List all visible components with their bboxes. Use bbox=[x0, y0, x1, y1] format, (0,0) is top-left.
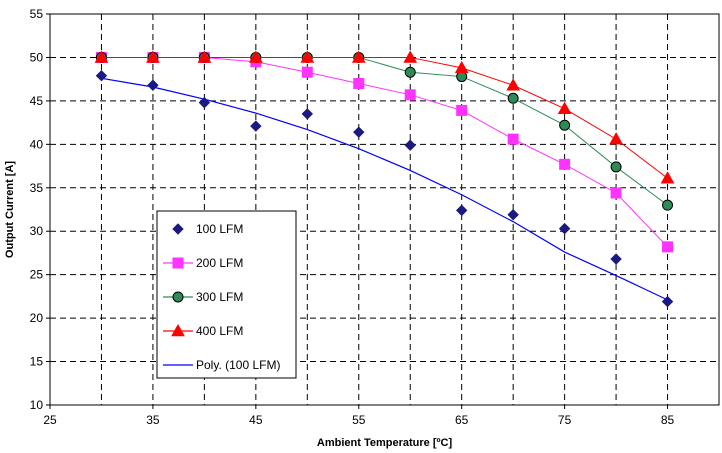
data-point bbox=[351, 50, 366, 63]
data-point bbox=[197, 50, 212, 63]
y-tick-label: 40 bbox=[30, 137, 44, 151]
data-point bbox=[300, 50, 315, 63]
data-point bbox=[662, 241, 674, 253]
y-tick-label: 30 bbox=[30, 224, 44, 238]
data-point bbox=[353, 126, 365, 138]
trendline bbox=[101, 77, 668, 301]
data-point bbox=[506, 78, 521, 91]
legend-label: 400 LFM bbox=[196, 324, 243, 338]
legend-swatch-marker bbox=[171, 323, 185, 337]
x-tick-label: 25 bbox=[43, 413, 57, 427]
x-tick-label: 35 bbox=[146, 413, 160, 427]
data-point bbox=[610, 161, 622, 173]
data-point bbox=[559, 158, 571, 170]
data-point bbox=[662, 199, 674, 211]
data-point bbox=[146, 50, 160, 63]
legend-swatch-marker bbox=[172, 223, 184, 235]
y-axis-title: Output Current [A] bbox=[4, 161, 16, 258]
ticks: 25 35 45 55 65 75 85 10 15 20 25 30 35 40 45 50 55 bbox=[30, 7, 675, 427]
y-tick-label: 35 bbox=[30, 181, 44, 195]
series-400-lfm bbox=[94, 50, 675, 184]
data-point bbox=[248, 50, 263, 63]
data-point bbox=[454, 60, 469, 74]
data-point bbox=[198, 96, 211, 109]
x-axis-title: Ambient Temperature [ºC] bbox=[317, 437, 453, 449]
data-point bbox=[559, 119, 571, 131]
data-point bbox=[94, 50, 109, 63]
legend-item: 300 LFM bbox=[163, 290, 243, 304]
x-tick-label: 85 bbox=[661, 413, 675, 427]
legend-swatch-marker bbox=[172, 291, 184, 303]
data-point bbox=[610, 187, 622, 199]
data-point bbox=[609, 132, 623, 145]
legend-item: Poly. (100 LFM) bbox=[163, 358, 280, 372]
legend-label: 100 LFM bbox=[196, 222, 243, 236]
series-100-lfm bbox=[95, 69, 674, 308]
data-point bbox=[507, 133, 519, 145]
y-tick-label: 15 bbox=[30, 355, 44, 369]
data-point bbox=[95, 69, 108, 82]
data-point bbox=[661, 295, 674, 308]
data-point bbox=[403, 50, 418, 63]
legend-label: 200 LFM bbox=[196, 256, 243, 270]
series-layer bbox=[94, 50, 675, 308]
data-point bbox=[404, 89, 416, 101]
x-tick-label: 45 bbox=[249, 413, 263, 427]
data-point bbox=[507, 92, 519, 104]
data-point bbox=[558, 222, 571, 235]
data-point bbox=[301, 66, 313, 78]
legend-item: 400 LFM bbox=[163, 323, 243, 338]
y-tick-label: 55 bbox=[30, 7, 44, 21]
data-point bbox=[557, 101, 572, 115]
trendline-layer bbox=[101, 77, 668, 301]
data-point bbox=[404, 66, 416, 78]
legend-item: 100 LFM bbox=[172, 222, 243, 236]
data-point bbox=[353, 78, 365, 90]
x-tick-label: 55 bbox=[352, 413, 366, 427]
x-tick-label: 65 bbox=[455, 413, 469, 427]
legend: 100 LFM 200 LFM 300 LFM 400 LFM Poly. (100 L… bbox=[156, 210, 297, 379]
legend-item: 200 LFM bbox=[163, 256, 243, 270]
data-point bbox=[455, 204, 468, 217]
data-point bbox=[147, 79, 159, 91]
series-line bbox=[101, 56, 668, 179]
legend-label: 300 LFM bbox=[196, 290, 243, 304]
data-point bbox=[250, 120, 262, 132]
legend-swatch-marker bbox=[172, 257, 184, 269]
y-tick-label: 45 bbox=[30, 94, 44, 108]
data-point bbox=[610, 253, 622, 265]
y-tick-label: 50 bbox=[30, 50, 44, 64]
data-point bbox=[660, 171, 675, 184]
y-tick-label: 20 bbox=[30, 311, 44, 325]
y-tick-label: 25 bbox=[30, 268, 44, 282]
y-tick-label: 10 bbox=[30, 398, 44, 412]
plot-area bbox=[49, 13, 720, 406]
data-point bbox=[404, 139, 416, 151]
legend-label: Poly. (100 LFM) bbox=[196, 358, 280, 372]
data-point bbox=[456, 104, 468, 116]
data-point bbox=[301, 108, 314, 120]
x-tick-label: 75 bbox=[558, 413, 572, 427]
data-point bbox=[507, 209, 519, 221]
